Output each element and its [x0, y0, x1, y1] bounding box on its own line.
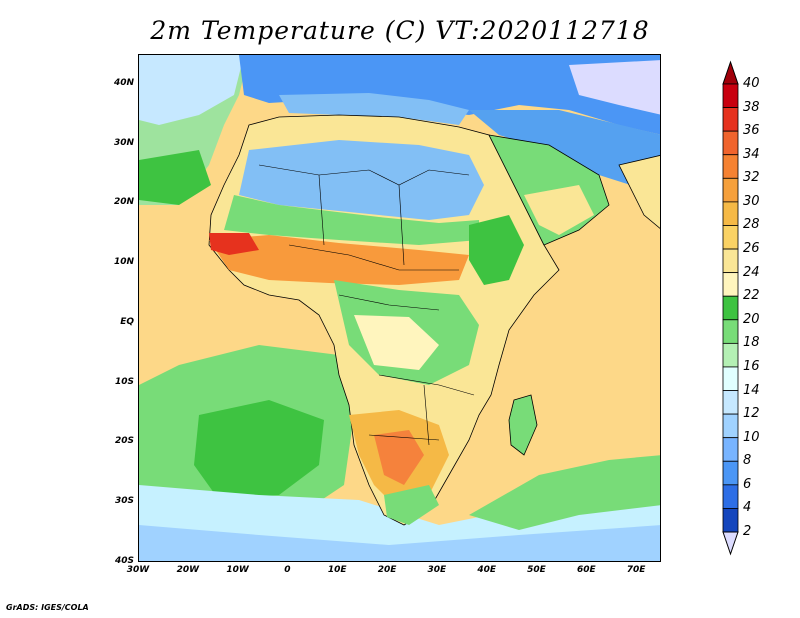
map-title: 2m Temperature (C) VT:2020112718: [150, 16, 650, 45]
europe-cold: [239, 55, 660, 135]
colorbar-tick-label: 16: [743, 358, 760, 374]
colorbar-swatch: [722, 83, 739, 108]
colorbar-tick-label: 22: [743, 288, 760, 304]
colorbar-swatch: [722, 248, 739, 274]
colorbar-tick-label: 40: [743, 76, 760, 91]
south-indian-green: [469, 455, 660, 530]
colorbar-min-arrow: [722, 531, 739, 556]
sahara-green-fringe: [224, 195, 479, 245]
ethiopia-highlands: [469, 215, 524, 285]
colorbar-swatch: [722, 272, 739, 297]
colorbar-swatch: [722, 107, 739, 132]
sahel-hotspot: [209, 233, 259, 255]
middle-east-cold: [469, 110, 660, 195]
sahel-hot: [209, 235, 469, 285]
colorbar-tick-label: 18: [743, 335, 760, 351]
arabia-warm: [524, 185, 594, 235]
central-asia-white: [569, 60, 660, 115]
south-atlantic-deep-green: [194, 400, 324, 500]
colorbar-tick-label: 36: [743, 123, 760, 139]
colorbar-tick-label: 4: [743, 500, 752, 516]
colorbar-swatch: [722, 413, 739, 439]
grads-credit: GrADS: IGES/COLA: [6, 603, 89, 612]
kalahari-hot: [374, 430, 424, 485]
temperature-map: [138, 54, 661, 562]
colorbar-swatch: [722, 130, 739, 156]
colorbar-tick-label: 12: [743, 406, 760, 422]
sahara-cool: [239, 140, 484, 220]
colorbar-swatch: [722, 460, 739, 486]
colorbar-tick-label: 28: [743, 217, 760, 233]
colorbar-tick-label: 24: [743, 264, 760, 280]
colorbar-swatch: [722, 295, 739, 321]
mediterranean-light: [279, 93, 469, 125]
colorbar-swatch: [722, 342, 739, 368]
colorbar-swatch: [722, 319, 739, 344]
azores-green: [139, 150, 211, 205]
colorbar-tick-label: 26: [743, 241, 760, 257]
congo-yellow: [354, 315, 439, 370]
colorbar-tick-label: 38: [743, 99, 760, 115]
colorbar-swatch: [722, 154, 739, 179]
colorbar-swatch: [722, 390, 739, 415]
colorbar-tick-label: 32: [743, 170, 760, 186]
colorbar-tick-label: 20: [743, 311, 760, 327]
colorbar-tick-label: 34: [743, 146, 760, 162]
colorbar-swatch: [722, 225, 739, 250]
southern-ocean-blue: [139, 525, 660, 561]
colorbar-tick-label: 10: [743, 429, 760, 445]
colorbar-swatch: [722, 366, 739, 391]
colorbar-swatch: [722, 201, 739, 226]
colorbar-tick-label: 14: [743, 382, 760, 398]
colorbar-max-arrow: [722, 60, 739, 85]
colorbar-tick-label: 6: [743, 476, 752, 492]
india-land: [618, 155, 660, 229]
colorbar-swatch: [722, 484, 739, 509]
north-atlantic-cold: [139, 55, 244, 125]
colorbar-tick-label: 8: [743, 453, 752, 469]
colorbar-tick-label: 30: [743, 193, 760, 209]
colorbar-swatch: [722, 508, 739, 533]
colorbar-swatch: [722, 177, 739, 203]
colorbar-swatch: [722, 437, 739, 462]
map-canvas: [139, 55, 660, 561]
madagascar: [508, 394, 538, 456]
colorbar-tick-label: 2: [743, 524, 752, 539]
country-borders: [258, 164, 475, 446]
south-africa-cool: [384, 485, 439, 525]
